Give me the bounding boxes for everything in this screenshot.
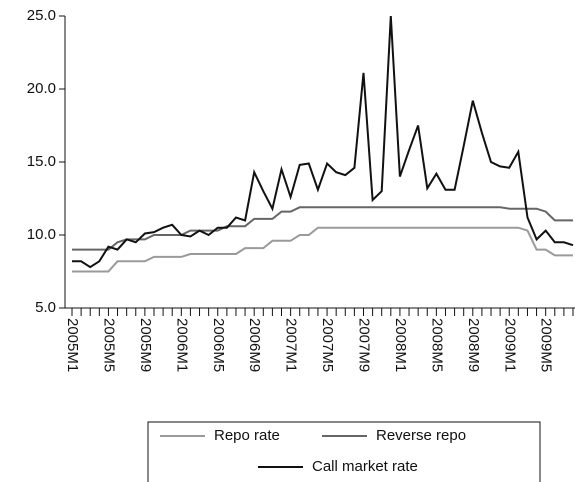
x-tick-label: 2006M9	[246, 318, 263, 372]
x-tick-label: 2008M9	[465, 318, 482, 372]
series-line	[72, 15, 574, 269]
y-tick-label: 25.0	[27, 7, 56, 24]
x-tick-label: 2009M1	[501, 318, 518, 372]
x-tick-label: 2005M9	[137, 318, 154, 372]
legend-label: Repo rate	[214, 427, 280, 444]
y-tick-label: 15.0	[27, 153, 56, 170]
x-tick-label: 2006M5	[210, 318, 227, 372]
legend-label: Call market rate	[312, 458, 418, 475]
y-tick-label: 10.0	[27, 226, 56, 243]
x-tick-label: 2009M5	[538, 318, 555, 372]
y-tick-label: 5.0	[35, 299, 56, 316]
x-tick-label: 2006M1	[173, 318, 190, 372]
x-tick-label: 2007M9	[356, 318, 373, 372]
y-tick-label: 20.0	[27, 80, 56, 97]
x-tick-label: 2005M5	[100, 318, 117, 372]
x-tick-label: 2007M5	[319, 318, 336, 372]
legend-label: Reverse repo	[376, 427, 466, 444]
legend-box	[147, 421, 541, 482]
x-tick-label: 2008M5	[428, 318, 445, 372]
series-line	[72, 206, 573, 251]
series-line	[72, 226, 573, 273]
x-tick-label: 2005M1	[64, 318, 81, 372]
x-tick-label: 2008M1	[392, 318, 409, 372]
x-tick-label: 2007M1	[283, 318, 300, 372]
